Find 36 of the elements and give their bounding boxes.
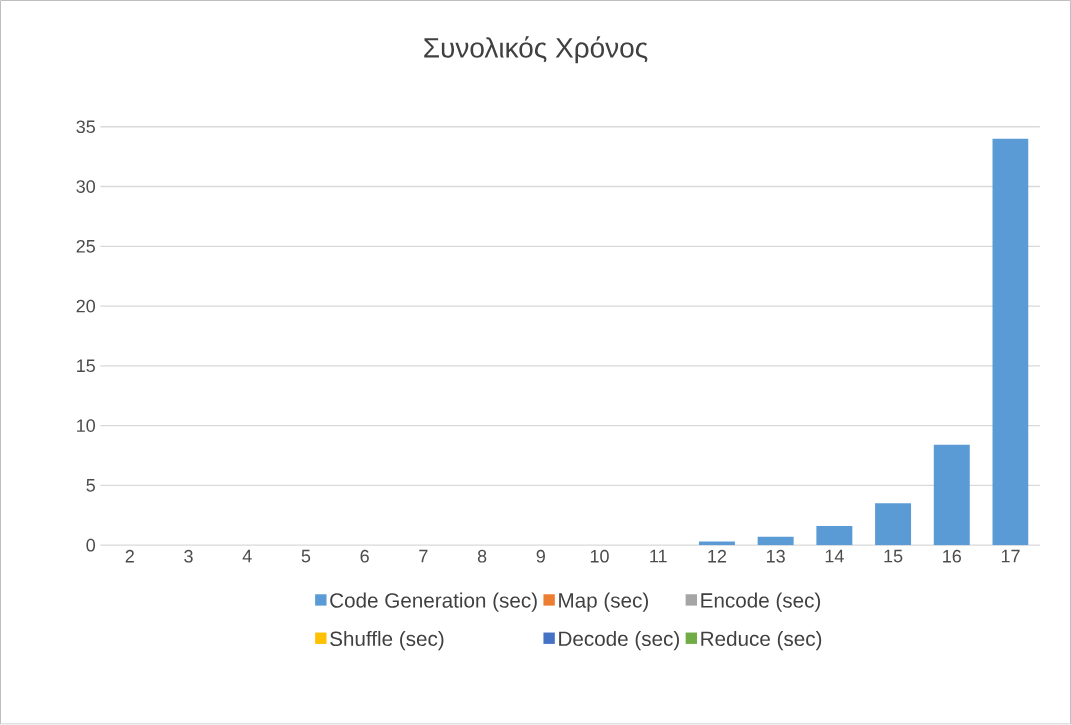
x-tick-label: 12: [708, 550, 727, 563]
x-tick-label: 6: [360, 550, 369, 563]
x-tick-label: 9: [536, 550, 545, 563]
legend-label: Reduce (sec): [701, 631, 822, 651]
legend-label: Map (sec): [559, 592, 648, 613]
x-tick-label: 16: [943, 550, 961, 563]
x-tick-label: 15: [884, 550, 903, 563]
y-tick-label: 15: [77, 359, 95, 373]
x-tick-label: 3: [184, 550, 193, 563]
bar: [757, 537, 794, 546]
y-tick-label: 10: [77, 419, 96, 433]
bar: [816, 526, 853, 546]
x-tick-label: 4: [242, 550, 252, 563]
legend-label: Shuffle (sec): [330, 631, 444, 651]
legend-label: Decode (sec): [559, 631, 679, 651]
y-tick-label: 20: [76, 299, 96, 313]
x-tick-label: 7: [419, 550, 428, 563]
x-tick-label: 8: [477, 550, 487, 563]
chart-title: Συνολικός Χρόνος: [424, 36, 648, 64]
x-tick-label: 17: [1001, 550, 1020, 563]
legend-label: Encode (sec): [701, 592, 821, 613]
x-tick-label: 14: [825, 550, 844, 563]
x-tick-label: 10: [590, 550, 609, 563]
x-tick-label: 13: [767, 550, 785, 563]
x-tick-label: 5: [301, 550, 311, 563]
x-tick-label: 11: [650, 550, 667, 563]
x-tick-label: 2: [125, 550, 134, 563]
bar: [875, 503, 912, 546]
bar: [933, 444, 970, 546]
y-tick-label: 5: [86, 479, 95, 492]
y-tick-label: 35: [76, 120, 95, 134]
legend-label: Code Generation (sec): [330, 592, 537, 613]
y-tick-label: 0: [86, 539, 96, 552]
y-tick-label: 30: [76, 180, 96, 194]
y-tick-label: 25: [76, 240, 95, 253]
bar: [992, 138, 1029, 546]
